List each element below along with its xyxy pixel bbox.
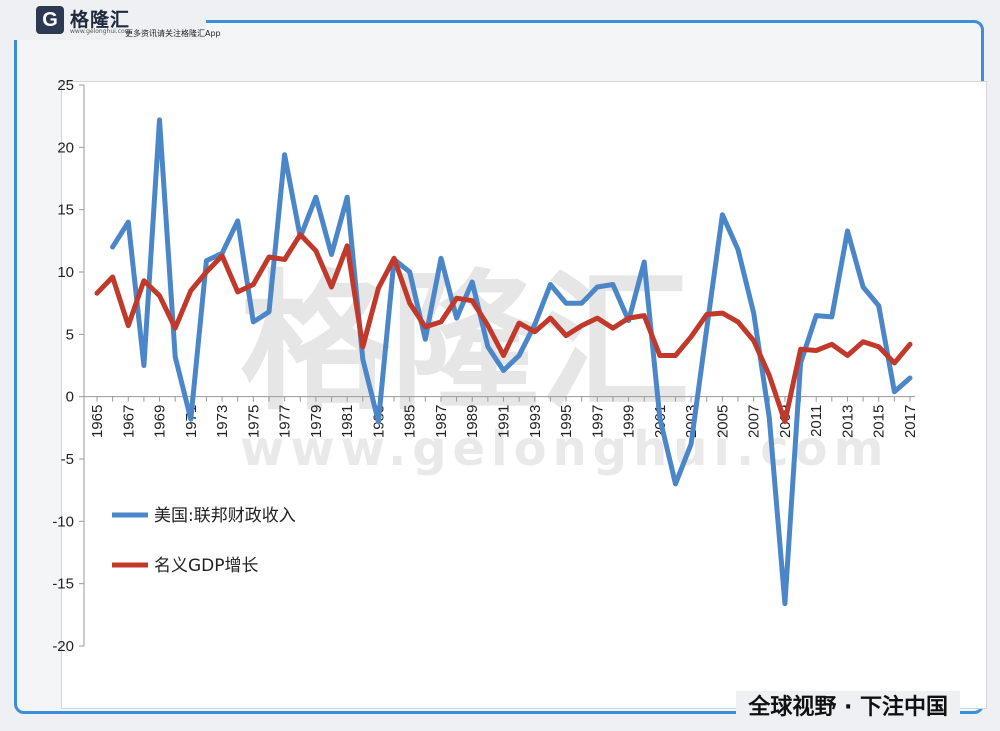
legend-label: 美国:联邦财政收入 [154,506,296,526]
x-tick-label: 2005 [714,405,731,438]
y-tick-label: 0 [66,389,74,406]
chart-frame [14,20,987,714]
x-tick-label: 2011 [808,405,825,437]
legend-label: 名义GDP增长 [154,556,259,576]
y-tick-label: 25 [57,77,74,94]
logo-name: 格隆汇 [70,9,131,31]
x-tick-label: 1997 [589,405,606,438]
y-tick-label: -10 [52,513,74,530]
x-tick-label: 2015 [871,405,888,438]
y-tick-label: 10 [57,264,74,281]
x-tick-label: 1995 [558,405,575,438]
x-tick-label: 1993 [527,405,544,438]
x-tick-label: 2007 [746,405,763,438]
x-tick-label: 2013 [839,405,856,438]
x-tick-label: 1981 [339,405,356,438]
y-tick-label: 5 [66,326,74,343]
series-line-1 [110,117,913,607]
x-tick-label: 1965 [89,405,106,438]
series-line-2 [94,232,913,425]
x-tick-label: 2017 [902,405,919,438]
logo-url: www.gelonghui.com [70,28,131,35]
x-tick-label: 1985 [402,405,419,438]
x-tick-label: 1973 [214,405,231,438]
x-tick-label: 1969 [152,405,169,438]
x-tick-label: 1991 [496,405,513,438]
logo-tagline: 更多资讯请关注格隆汇App [125,29,221,38]
plot-area [61,81,987,709]
slogan: 全球视野 · 下注中国 [736,691,960,725]
series-layer [94,117,913,607]
x-tick-label: 1989 [464,405,481,438]
logo-mark: G [36,6,64,34]
watermark-url: www.gelonghui.com [240,421,890,477]
x-tick-label: 1987 [433,405,450,438]
x-tick-label: 1999 [621,405,638,438]
logo: G 格隆汇 www.gelonghui.com [6,2,206,40]
y-tick-label: 15 [57,202,74,219]
y-tick-label: -15 [52,576,74,593]
y-tick-label: 20 [57,139,74,156]
y-tick-label: -20 [52,638,74,655]
x-tick-label: 1975 [245,405,262,438]
x-tick-label: 1979 [308,405,325,438]
x-tick-label: 1977 [277,405,294,438]
x-tick-label: 1967 [120,405,137,438]
y-tick-label: -5 [61,451,74,468]
